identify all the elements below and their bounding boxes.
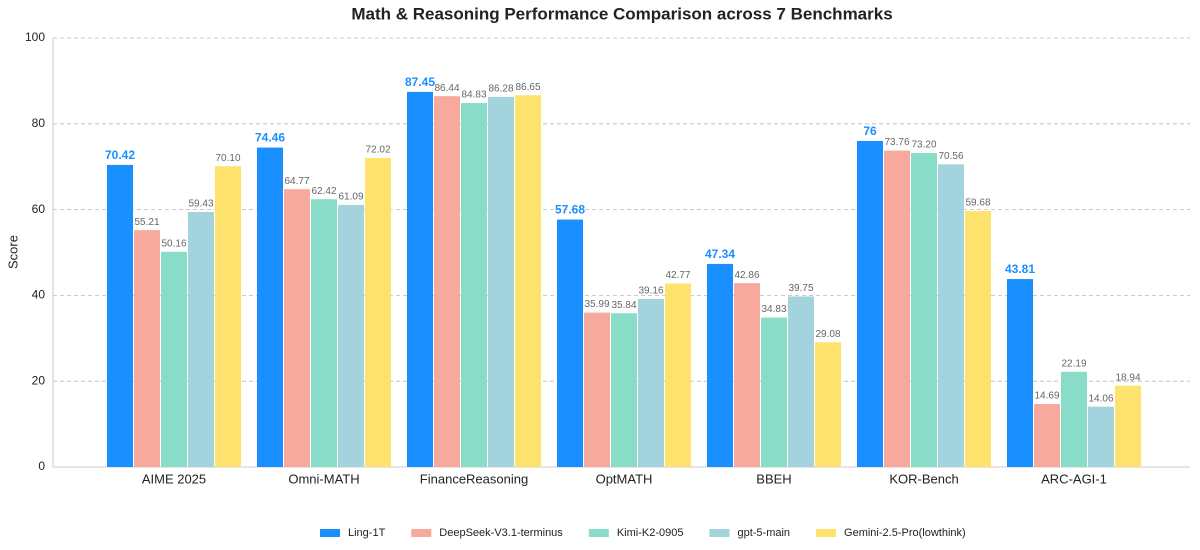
bar <box>734 283 760 467</box>
bar <box>761 317 787 467</box>
y-tick-label: 60 <box>32 202 46 216</box>
bar <box>611 313 637 467</box>
legend-label: Kimi-K2-0905 <box>617 527 684 539</box>
legend-label: Gemini-2.5-Pro(lowthink) <box>844 527 966 539</box>
x-tick-label: Omni-MATH <box>288 471 359 486</box>
value-label: 61.09 <box>338 192 363 203</box>
value-label: 87.45 <box>405 75 435 89</box>
value-label: 62.42 <box>311 186 336 197</box>
x-tick-label: OptMATH <box>596 471 653 486</box>
y-tick-label: 80 <box>32 116 46 130</box>
bar <box>857 140 883 467</box>
value-label: 84.83 <box>461 90 486 101</box>
value-label: 86.44 <box>434 83 459 94</box>
bar <box>407 91 433 467</box>
bar <box>365 158 391 468</box>
value-label: 72.02 <box>365 145 390 156</box>
bar <box>707 263 733 467</box>
y-tick-label: 100 <box>25 30 45 44</box>
value-label: 43.81 <box>1005 262 1035 276</box>
value-label: 35.84 <box>611 300 636 311</box>
chart-title: Math & Reasoning Performance Comparison … <box>351 4 892 23</box>
value-label: 70.42 <box>105 148 135 162</box>
bar <box>638 299 664 467</box>
value-label: 59.68 <box>965 198 990 209</box>
value-label: 57.68 <box>555 203 585 217</box>
value-label: 55.21 <box>134 217 159 228</box>
bar <box>488 96 514 468</box>
bar <box>215 166 241 467</box>
value-label: 73.20 <box>911 140 936 151</box>
legend-swatch <box>411 529 432 537</box>
value-label: 86.65 <box>515 82 540 93</box>
bar <box>938 164 964 467</box>
bar <box>665 283 691 467</box>
bar <box>434 96 460 468</box>
bar <box>788 296 814 467</box>
bar <box>1061 371 1087 467</box>
legend-label: gpt-5-main <box>737 527 790 539</box>
legend-swatch <box>816 529 837 537</box>
y-tick-label: 20 <box>32 373 46 387</box>
bar <box>257 147 283 468</box>
value-label: 22.19 <box>1061 358 1086 369</box>
bar <box>557 219 583 467</box>
value-label: 29.08 <box>815 329 840 340</box>
y-axis-label: Score <box>5 235 20 269</box>
value-label: 64.77 <box>284 176 309 187</box>
x-tick-label: BBEH <box>756 471 791 486</box>
y-tick-label: 40 <box>32 288 46 302</box>
bar <box>311 199 337 467</box>
value-label: 70.10 <box>215 153 240 164</box>
bar <box>107 164 133 467</box>
value-label: 14.06 <box>1088 393 1113 404</box>
legend-label: DeepSeek-V3.1-terminus <box>439 527 563 539</box>
bar <box>338 204 364 468</box>
legend-swatch <box>709 529 730 537</box>
value-label: 34.83 <box>761 304 786 315</box>
value-label: 76 <box>863 124 877 138</box>
bar <box>1007 279 1033 467</box>
legend-swatch <box>320 529 340 537</box>
x-tick-label: FinanceReasoning <box>420 471 528 486</box>
bar <box>515 95 541 468</box>
bar <box>884 150 910 468</box>
bar <box>911 152 937 468</box>
value-label: 47.34 <box>705 247 735 261</box>
y-tick-label: 0 <box>38 459 45 473</box>
x-tick-label: ARC-AGI-1 <box>1041 471 1107 486</box>
bar <box>134 230 160 467</box>
bar <box>815 342 841 467</box>
value-label: 39.75 <box>788 283 813 294</box>
value-label: 74.46 <box>255 131 285 145</box>
bar <box>188 212 214 467</box>
bar <box>1115 385 1141 467</box>
bar <box>461 103 487 468</box>
value-label: 73.76 <box>884 137 909 148</box>
legend-swatch <box>588 529 609 537</box>
x-tick-label: KOR-Bench <box>889 471 958 486</box>
value-label: 50.16 <box>161 238 186 249</box>
bar <box>284 189 310 467</box>
bar <box>161 251 187 467</box>
bar <box>965 210 991 468</box>
value-label: 18.94 <box>1115 372 1140 383</box>
legend-label: Ling-1T <box>348 527 386 539</box>
value-label: 14.69 <box>1034 391 1059 402</box>
value-label: 35.99 <box>584 299 609 310</box>
value-label: 42.86 <box>734 270 759 281</box>
value-label: 39.16 <box>638 286 663 297</box>
value-label: 42.77 <box>665 270 690 281</box>
value-label: 59.43 <box>188 199 213 210</box>
bar <box>1088 406 1114 467</box>
bar <box>584 312 610 467</box>
x-tick-label: AIME 2025 <box>142 471 206 486</box>
bar <box>1034 403 1060 467</box>
value-label: 70.56 <box>938 151 963 162</box>
value-label: 86.28 <box>488 83 513 94</box>
